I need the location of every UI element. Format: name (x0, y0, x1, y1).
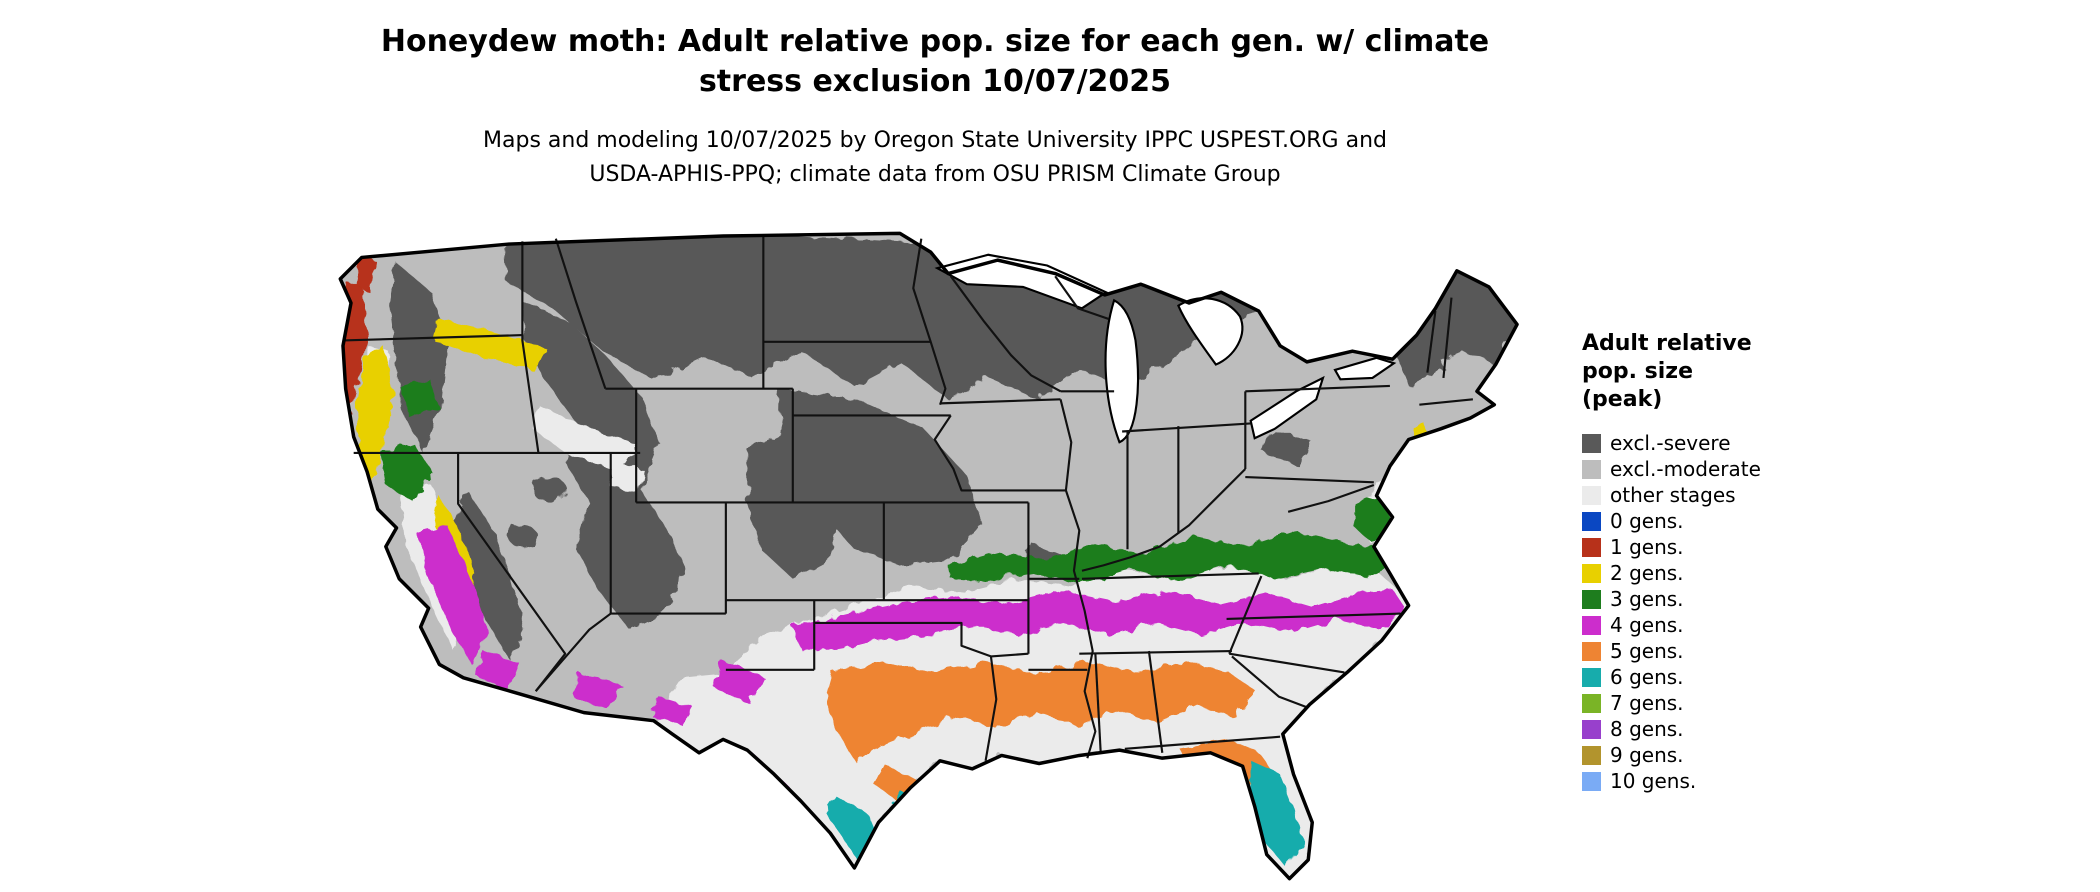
subtitle-line-1: Maps and modeling 10/07/2025 by Oregon S… (483, 128, 1387, 153)
legend-swatch-excl-severe (1582, 433, 1601, 453)
legend-swatch-5-gens (1582, 641, 1601, 661)
legend-item-2-gens: 2 gens. (1582, 560, 1882, 586)
region-4gen-new-mexico (650, 696, 694, 727)
legend-label: 4 gens. (1610, 613, 1684, 637)
us-generations-map (318, 228, 1530, 884)
region-severe-pennsylvania (1264, 428, 1313, 467)
legend-label: 2 gens. (1610, 561, 1684, 585)
us-outline (338, 231, 1519, 881)
region-3gen-norcal-1 (380, 442, 435, 502)
region-3gen-norcal-2 (399, 377, 440, 419)
lakes (934, 253, 1397, 444)
legend-item-excl-severe: excl.-severe (1582, 430, 1882, 456)
legend-item-6-gens: 6 gens. (1582, 664, 1882, 690)
region-3gen-midsouth-band (948, 530, 1396, 585)
legend-label: 0 gens. (1610, 509, 1684, 533)
legend-item-other-stages: other stages (1582, 482, 1882, 508)
legend-swatch-9-gens (1582, 745, 1601, 765)
legend-label: other stages (1610, 483, 1736, 507)
legend-item-5-gens: 5 gens. (1582, 638, 1882, 664)
lake-superior (934, 253, 1109, 310)
region-severe-sierra (452, 489, 526, 660)
legend-label: 10 gens. (1610, 769, 1697, 793)
legend-item-7-gens: 7 gens. (1582, 690, 1882, 716)
legend-item-0-gens: 0 gens. (1582, 508, 1882, 534)
legend-swatch-8-gens (1582, 719, 1601, 739)
region-4gen-socal (476, 649, 520, 690)
legend-title-line-1: Adult relative (1582, 331, 1752, 356)
lake-huron (1177, 297, 1244, 366)
region-5gen-gulf-band (824, 661, 1257, 764)
region-severe-central-plains (776, 388, 981, 566)
legend-item-8-gens: 8 gens. (1582, 716, 1882, 742)
legend-swatch-4-gens (1582, 615, 1601, 635)
legend-swatch-0-gens (1582, 511, 1601, 531)
legend-title-line-2: pop. size (1582, 359, 1693, 384)
legend-swatch-3-gens (1582, 589, 1601, 609)
region-4gen-california (417, 525, 488, 665)
legend-rows: excl.-severe excl.-moderate other stages… (1582, 430, 1882, 794)
legend-swatch-6-gens (1582, 667, 1601, 687)
legend-item-1-gens: 1 gens. (1582, 534, 1882, 560)
legend-item-9-gens: 9 gens. (1582, 742, 1882, 768)
region-other-salt-lake (608, 462, 643, 494)
region-severe-nevada-1 (531, 477, 567, 502)
legend-swatch-2-gens (1582, 563, 1601, 583)
legend-item-3-gens: 3 gens. (1582, 586, 1882, 612)
legend-label: 1 gens. (1610, 535, 1684, 559)
lake-erie (1249, 375, 1325, 440)
map-fill-layers (340, 233, 1518, 879)
lake-michigan (1104, 298, 1140, 444)
legend-label: 9 gens. (1610, 743, 1684, 767)
legend-label: 3 gens. (1610, 587, 1684, 611)
title-line-2: stress exclusion 10/07/2025 (698, 64, 1172, 99)
legend-title: Adult relative pop. size (peak) (1582, 330, 1882, 414)
legend-swatch-7-gens (1582, 693, 1601, 713)
legend-swatch-1-gens (1582, 537, 1601, 557)
legend-label: 8 gens. (1610, 717, 1684, 741)
region-severe-colorado-rockies (747, 428, 844, 579)
state-borders (342, 236, 1474, 762)
region-severe-nevada-2 (507, 525, 538, 547)
legend-item-10-gens: 10 gens. (1582, 768, 1882, 794)
subtitle-line-2: USDA-APHIS-PPQ; climate data from OSU PR… (589, 162, 1281, 187)
page-title: Honeydew moth: Adult relative pop. size … (0, 22, 1870, 102)
map-legend: Adult relative pop. size (peak) excl.-se… (1582, 330, 1882, 794)
legend-swatch-excl-moderate (1582, 459, 1601, 479)
us-map-svg (338, 231, 1519, 881)
lake-ontario (1333, 356, 1397, 381)
title-line-1: Honeydew moth: Adult relative pop. size … (380, 24, 1490, 59)
region-2gen-central-oregon (434, 319, 547, 370)
legend-item-4-gens: 4 gens. (1582, 612, 1882, 638)
legend-label: excl.-moderate (1610, 457, 1761, 481)
legend-swatch-10-gens (1582, 771, 1601, 791)
legend-title-line-3: (peak) (1582, 387, 1663, 412)
legend-item-excl-moderate: excl.-moderate (1582, 456, 1882, 482)
region-4gen-arizona (573, 672, 623, 710)
region-2gen-coastrange (356, 345, 394, 491)
legend-label: 7 gens. (1610, 691, 1684, 715)
legend-swatch-other-stages (1582, 485, 1601, 505)
region-1gen-puget (356, 252, 376, 293)
legend-label: 6 gens. (1610, 665, 1684, 689)
subtitle: Maps and modeling 10/07/2025 by Oregon S… (0, 124, 1870, 192)
legend-label: excl.-severe (1610, 431, 1731, 455)
legend-label: 5 gens. (1610, 639, 1684, 663)
